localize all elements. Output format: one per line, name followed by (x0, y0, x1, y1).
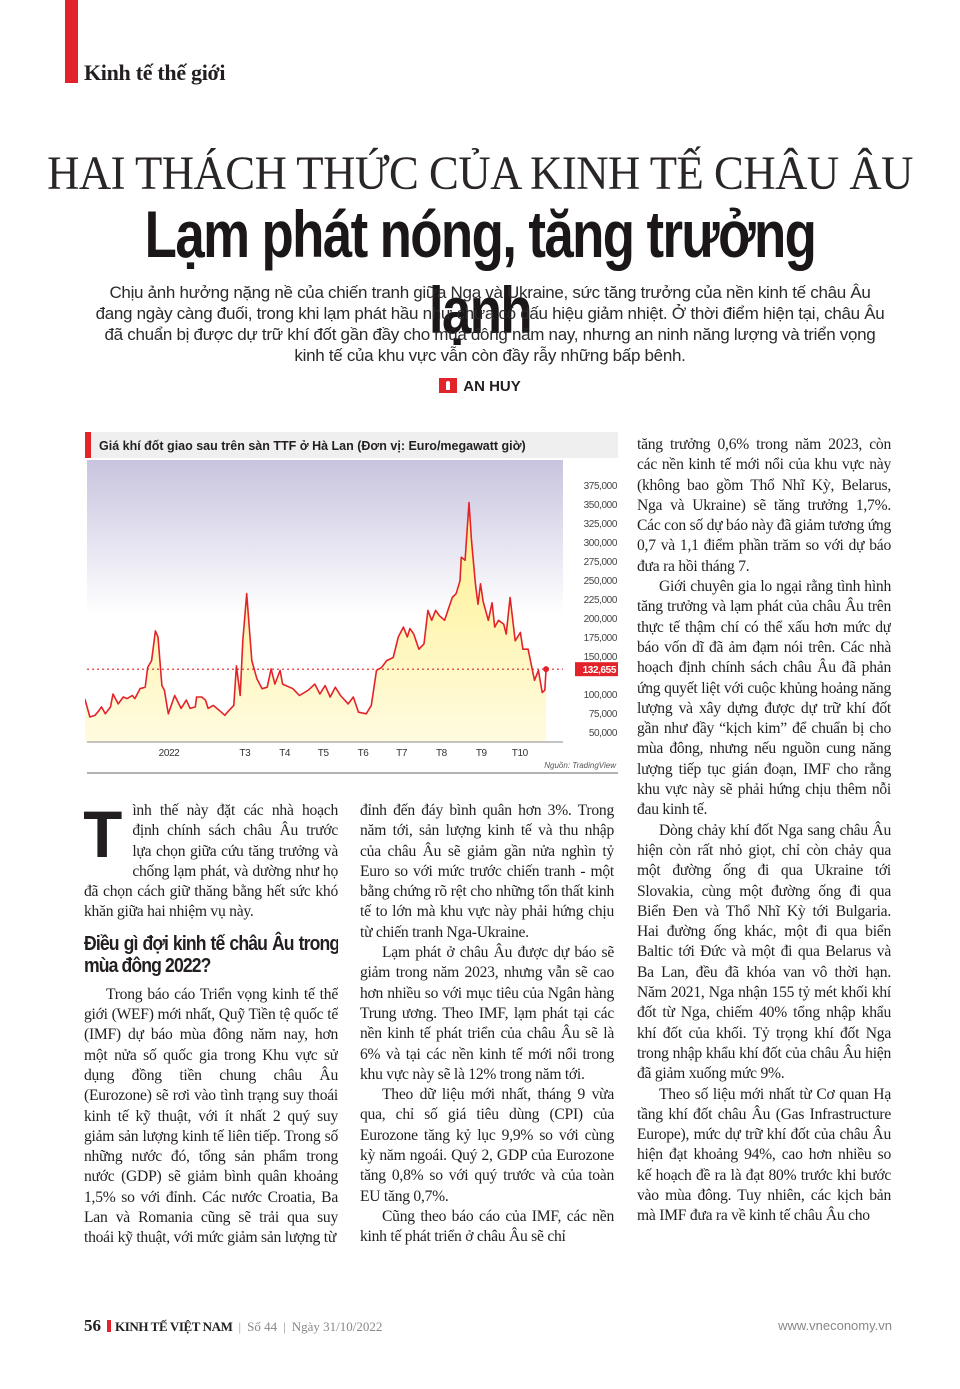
subheading: Điều gì đợi kinh tế châu Âu trong mùa đô… (84, 932, 338, 977)
body-paragraph: tăng trưởng 0,6% trong năm 2023, còn các… (637, 436, 891, 575)
y-tick-label: 200,000 (584, 614, 618, 625)
website-link[interactable]: www.vneconomy.vn (778, 1318, 892, 1333)
section-marker (65, 0, 78, 83)
body-paragraph: Giới chuyên gia lo ngại rằng tình hình t… (637, 578, 891, 819)
chart-title: Giá khí đốt giao sau trên sàn TTF ở Hà L… (99, 439, 526, 453)
divider: | (238, 1319, 242, 1334)
footer-marker (107, 1320, 111, 1332)
chart-source: Nguồn: TradingView (544, 761, 617, 770)
drop-cap: T (84, 801, 123, 871)
chart-title-marker (85, 432, 91, 458)
body-paragraph: Theo số liệu mới nhất từ Cơ quan Hạ tầng… (637, 1085, 891, 1225)
headline: Lạm phát nóng, tăng trưởng lạnh (144, 197, 817, 347)
x-tick-label: T10 (512, 748, 529, 759)
y-tick-label: 325,000 (584, 519, 618, 530)
y-tick-label: 275,000 (584, 557, 618, 568)
body-paragraph: Theo dữ liệu mới nhất, tháng 9 vừa qua, … (360, 1086, 614, 1205)
y-tick-label: 150,000 (584, 652, 618, 663)
body-paragraph: Trong báo cáo Triển vọng kinh tế thế giớ… (84, 985, 338, 1247)
body-paragraph: Lạm phát ở châu Âu được dự báo sẽ giảm t… (360, 944, 614, 1083)
x-tick-label: T7 (396, 748, 408, 759)
x-tick-label: T3 (239, 748, 251, 759)
body-column-3: tăng trưởng 0,6% trong năm 2023, còn các… (637, 435, 891, 1291)
lead-paragraph: Chịu ảnh hưởng nặng nề của chiến tranh g… (95, 283, 885, 365)
x-tick-label: T5 (318, 748, 330, 759)
footer-folio: 56 KINH TẾ VIỆT NAM | Số 44 | Ngày 31/10/2022 (84, 1316, 382, 1336)
y-tick-label: 100,000 (584, 690, 618, 701)
page-number: 56 (84, 1316, 101, 1335)
y-tick-label: 175,000 (584, 633, 618, 644)
gas-price-chart: Giá khí đốt giao sau trên sàn TTF ở Hà L… (85, 432, 618, 774)
x-tick-label: T6 (358, 748, 370, 759)
y-tick-label: 375,000 (584, 481, 618, 492)
chart-title-bar (85, 432, 618, 458)
section-label: Kinh tế thế giới (84, 60, 226, 85)
last-price-badge (575, 662, 618, 677)
x-tick-label: 2022 (159, 748, 180, 759)
price-line (85, 501, 547, 718)
x-tick-label: T9 (476, 748, 488, 759)
pen-icon (439, 378, 458, 393)
paragraph-text: ình thế này đặt các nhà hoạch định chính… (84, 802, 338, 921)
price-area-fill (85, 502, 547, 742)
x-tick-label: T8 (436, 748, 448, 759)
y-tick-label: 50,000 (589, 728, 618, 739)
magazine-name: KINH TẾ VIỆT NAM (115, 1319, 233, 1334)
body-paragraph: đỉnh đến đáy bình quân hơn 3%. Trong năm… (360, 802, 614, 941)
y-tick-label: 250,000 (584, 576, 618, 587)
issue-date: Ngày 31/10/2022 (291, 1319, 383, 1334)
body-column-2: đỉnh đến đáy bình quân hơn 3%. Trong năm… (360, 801, 614, 1291)
y-tick-label: 225,000 (584, 595, 618, 606)
body-paragraph: Cũng theo báo cáo của IMF, các nền kinh … (360, 1207, 614, 1246)
x-tick-label: T4 (279, 748, 291, 759)
y-tick-label: 350,000 (584, 500, 618, 511)
byline: AN HUY (0, 378, 960, 395)
divider: | (283, 1319, 286, 1334)
author-name: AN HUY (463, 378, 521, 395)
last-price-label: 132,655 (583, 665, 617, 676)
body-paragraph: Dòng chảy khí đốt Nga sang châu Âu hiện … (637, 821, 891, 1083)
issue-number: Số 44 (247, 1319, 278, 1334)
y-tick-label: 300,000 (584, 538, 618, 549)
last-price-dot (543, 666, 550, 673)
y-tick-label: 75,000 (589, 709, 618, 720)
headline-kicker: HAI THÁCH THỨC CỦA KINH TẾ CHÂU ÂU (47, 147, 913, 200)
